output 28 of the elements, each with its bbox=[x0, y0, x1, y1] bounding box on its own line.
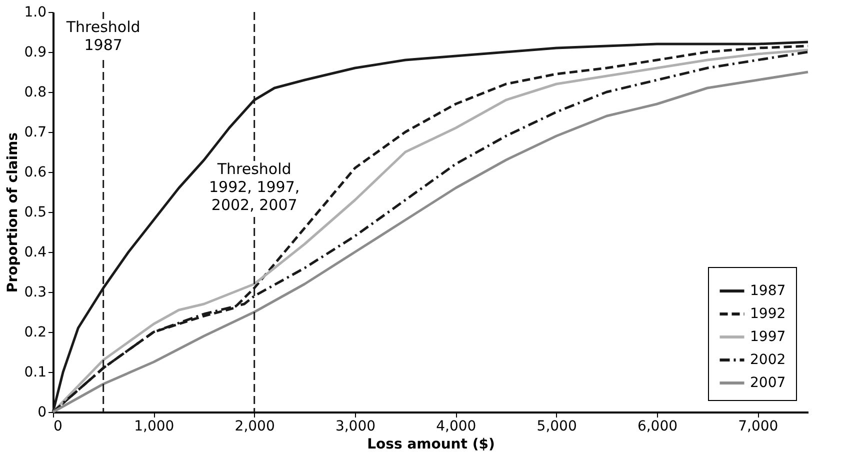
legend-label: 2007 bbox=[750, 375, 786, 391]
x-tick-label: 0 bbox=[54, 418, 62, 434]
y-axis-title: Proportion of claims bbox=[5, 132, 22, 293]
x-tick-label: 2,000 bbox=[234, 418, 275, 434]
y-tick-label: 0.4 bbox=[24, 244, 47, 260]
y-tick-label: 0.8 bbox=[24, 84, 46, 100]
y-tick-label: 0 bbox=[38, 404, 46, 420]
ref-line-label: Threshold 1992, 1997, 2002, 2007 bbox=[209, 160, 300, 214]
y-tick-label: 0.5 bbox=[24, 204, 46, 220]
ref-line-label: Threshold 1987 bbox=[65, 18, 140, 54]
x-tick-label: 1,000 bbox=[134, 418, 174, 434]
x-axis-title: Loss amount ($) bbox=[367, 436, 495, 452]
x-tick-label: 6,000 bbox=[637, 418, 678, 434]
legend-label: 1992 bbox=[750, 306, 786, 322]
y-tick-label: 0.3 bbox=[24, 284, 46, 300]
legend-label: 1987 bbox=[750, 283, 786, 299]
y-tick-label: 0.1 bbox=[24, 364, 46, 380]
legend-label: 2002 bbox=[750, 352, 786, 368]
y-tick-label: 0.6 bbox=[24, 164, 47, 180]
x-tick-label: 7,000 bbox=[738, 418, 778, 434]
y-tick-label: 1.0 bbox=[24, 4, 46, 20]
x-tick-label: 5,000 bbox=[536, 418, 577, 434]
x-tick-label: 4,000 bbox=[436, 418, 476, 434]
legend-label: 1997 bbox=[750, 329, 786, 345]
y-tick-label: 0.9 bbox=[24, 44, 46, 60]
y-tick-label: 0.7 bbox=[24, 124, 46, 140]
x-tick-label: 3,000 bbox=[335, 418, 376, 434]
y-tick-label: 0.2 bbox=[24, 324, 46, 340]
